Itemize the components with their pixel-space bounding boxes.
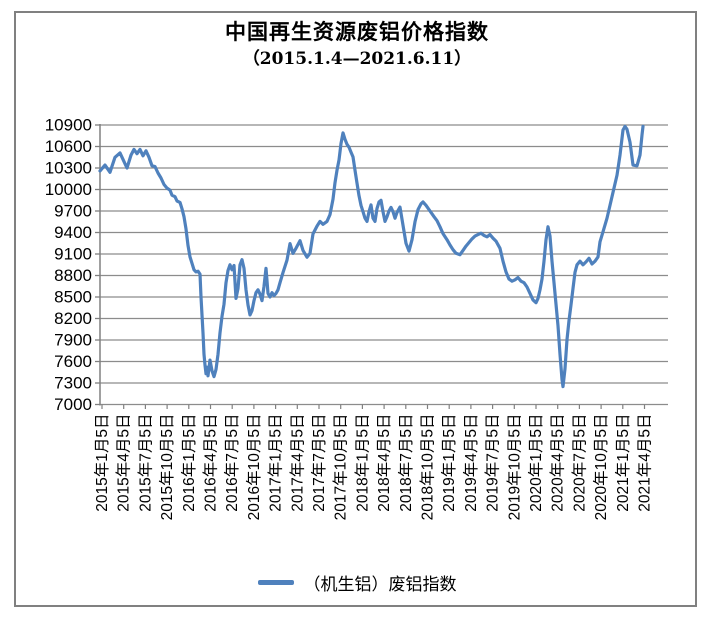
x-tick-label: 2019年4月5日: [462, 414, 480, 512]
x-tick-label: 2016年1月5日: [180, 414, 198, 512]
legend-label: （机生铝）废铝指数: [303, 575, 457, 595]
price-line-series: [98, 124, 645, 389]
x-tick-label: 2020年4月5日: [549, 414, 567, 512]
y-tick-label: 7900: [54, 331, 92, 350]
x-tick-label: 2015年1月5日: [93, 414, 111, 512]
x-tick-label: 2015年4月5日: [115, 414, 133, 512]
legend-line-sample: [257, 580, 294, 585]
y-tick-label: 7300: [54, 374, 92, 393]
x-tick-label: 2019年1月5日: [440, 414, 458, 512]
y-tick-label: 8500: [54, 288, 92, 307]
y-tick-label: 8200: [54, 309, 92, 328]
y-tick-label: 9400: [54, 223, 92, 242]
y-tick-label: 7600: [54, 352, 92, 371]
x-tick-label: 2017年1月5日: [267, 414, 285, 512]
x-tick-label: 2015年7月5日: [136, 414, 154, 512]
x-tick-label: 2018年7月5日: [397, 414, 415, 512]
y-tick-label: 9700: [54, 202, 92, 221]
x-tick-label: 2020年10月5日: [592, 414, 610, 521]
chart-subtitle: （2015.1.4—2021.6.11）: [242, 49, 472, 69]
x-tick-label: 2017年7月5日: [310, 414, 328, 512]
x-tick-label: 2016年7月5日: [223, 414, 241, 512]
y-tick-label: 8800: [54, 266, 92, 285]
x-tick-label: 2017年10月5日: [332, 414, 350, 521]
x-tick-label: 2019年10月5日: [505, 414, 523, 521]
legend: （机生铝）废铝指数: [0, 570, 714, 595]
y-tick-label: 7000: [54, 395, 92, 414]
y-tick-label: 9100: [54, 245, 92, 264]
y-tick-label: 10300: [45, 159, 92, 178]
x-tick-label: 2016年10月5日: [245, 414, 263, 521]
x-tick-label: 2020年7月5日: [570, 414, 588, 512]
x-tick-label: 2015年10月5日: [158, 414, 176, 521]
x-tick-label: 2021年4月5日: [636, 414, 654, 512]
chart-title: 中国再生资源废铝价格指数: [225, 19, 489, 44]
x-tick-label: 2018年10月5日: [419, 414, 437, 521]
x-tick-label: 2018年4月5日: [375, 414, 393, 512]
x-tick-label: 2018年1月5日: [353, 414, 371, 512]
x-tick-label: 2019年7月5日: [484, 413, 502, 511]
y-tick-label: 10600: [45, 137, 92, 156]
x-tick-label: 2016年4月5日: [202, 414, 220, 512]
y-tick-label: 10000: [45, 180, 92, 199]
x-tick-label: 2017年4月5日: [288, 414, 306, 512]
chart-frame: [14, 11, 697, 607]
x-tick-label: 2020年1月5日: [527, 414, 545, 512]
y-tick-label: 10900: [45, 116, 92, 135]
x-tick-label: 2021年1月5日: [614, 414, 632, 512]
